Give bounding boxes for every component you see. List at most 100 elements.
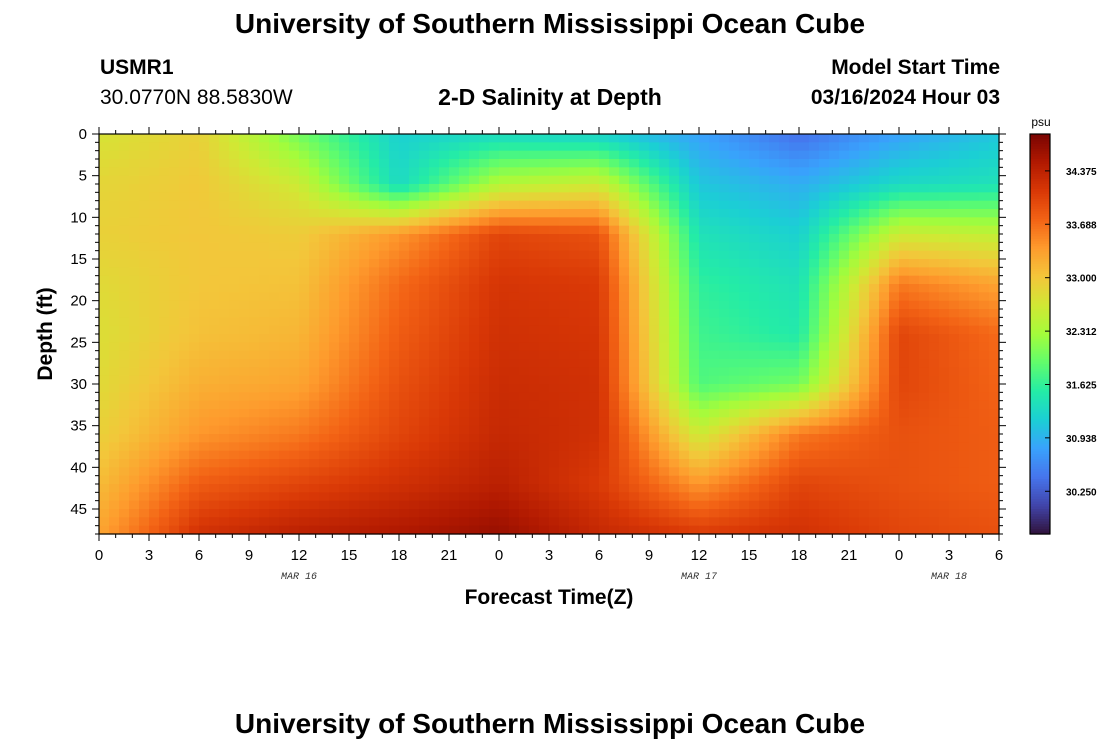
colorbar-segment	[1030, 506, 1050, 510]
heatmap-cell	[389, 200, 400, 210]
heatmap-cell	[699, 242, 710, 252]
heatmap-cell	[469, 267, 480, 277]
heatmap-cell	[489, 500, 500, 510]
heatmap-cell	[189, 425, 200, 435]
heatmap-cell	[439, 175, 450, 185]
heatmap-cell	[619, 225, 630, 235]
heatmap-cell	[649, 392, 660, 402]
heatmap-cell	[279, 509, 290, 518]
heatmap-cell	[579, 459, 590, 468]
heatmap-cell	[379, 409, 390, 418]
heatmap-cell	[269, 484, 280, 493]
heatmap-cell	[969, 259, 980, 268]
heatmap-cell	[479, 234, 490, 243]
heatmap-cell	[639, 517, 650, 527]
heatmap-cell	[459, 217, 470, 227]
heatmap-cell	[589, 442, 600, 452]
heatmap-cell	[229, 167, 240, 177]
heatmap-cell	[759, 217, 770, 227]
heatmap-cell	[869, 459, 880, 468]
heatmap-cell	[389, 309, 400, 318]
heatmap-cell	[209, 434, 220, 443]
heatmap-cell	[519, 509, 530, 518]
heatmap-cell	[749, 317, 760, 327]
x-tick-label: 6	[595, 547, 603, 564]
heatmap-cell	[589, 525, 600, 535]
heatmap-cell	[269, 284, 280, 293]
heatmap-cell	[319, 492, 330, 502]
colorbar-segment	[1030, 244, 1050, 248]
heatmap-cell	[449, 267, 460, 277]
colorbar-segment	[1030, 224, 1050, 228]
heatmap-cell	[749, 375, 760, 385]
heatmap-cell	[629, 192, 640, 202]
heatmap-cell	[909, 225, 920, 235]
heatmap-cell	[349, 225, 360, 235]
heatmap-cell	[839, 292, 850, 302]
heatmap-cell	[129, 359, 140, 368]
heatmap-cell	[949, 492, 960, 502]
heatmap-cell	[769, 259, 780, 268]
colorbar-segment	[1030, 159, 1050, 163]
heatmap-cell	[849, 292, 860, 302]
heatmap-cell	[869, 167, 880, 177]
heatmap-cell	[269, 367, 280, 377]
heatmap-cell	[879, 175, 890, 185]
heatmap-cell	[769, 292, 780, 302]
heatmap-cell	[689, 392, 700, 402]
heatmap-cell	[949, 209, 960, 218]
heatmap-cell	[369, 400, 380, 410]
heatmap-cell	[769, 300, 780, 310]
heatmap-cell	[759, 300, 770, 310]
heatmap-cell	[879, 317, 890, 327]
heatmap-cell	[799, 259, 810, 268]
colorbar-segment	[1030, 344, 1050, 348]
heatmap-cell	[549, 359, 560, 368]
heatmap-cell	[329, 509, 340, 518]
heatmap-cell	[259, 142, 270, 152]
heatmap-cell	[629, 442, 640, 452]
heatmap-cell	[569, 284, 580, 293]
heatmap-cell	[369, 150, 380, 160]
heatmap-cell	[659, 350, 670, 360]
heatmap-cell	[609, 400, 620, 410]
heatmap-cell	[249, 450, 260, 460]
heatmap-cell	[369, 425, 380, 435]
heatmap-cell	[389, 275, 400, 285]
heatmap-cell	[899, 259, 910, 268]
heatmap-cell	[149, 409, 160, 418]
heatmap-cell	[149, 450, 160, 460]
heatmap-cell	[929, 292, 940, 302]
heatmap-cell	[829, 325, 840, 335]
heatmap-cell	[899, 325, 910, 335]
heatmap-cell	[339, 417, 350, 427]
heatmap-cell	[819, 442, 830, 452]
heatmap-cell	[419, 500, 430, 510]
heatmap-cell	[199, 184, 210, 193]
colorbar-segment	[1030, 521, 1050, 525]
heatmap-cell	[579, 200, 590, 210]
colorbar-segment	[1030, 216, 1050, 220]
heatmap-cell	[229, 484, 240, 493]
heatmap-cell	[289, 275, 300, 285]
station-coordinates: 30.0770N 88.5830W	[100, 86, 293, 109]
heatmap-cell	[309, 425, 320, 435]
heatmap-cell	[179, 159, 190, 168]
heatmap-cell	[339, 459, 350, 468]
heatmap-cell	[859, 425, 870, 435]
heatmap-cell	[619, 250, 630, 260]
heatmap-cell	[719, 409, 730, 418]
heatmap-cell	[129, 467, 140, 477]
heatmap-cell	[689, 275, 700, 285]
heatmap-cell	[459, 359, 470, 368]
heatmap-cell	[969, 234, 980, 243]
heatmap-cell	[649, 484, 660, 493]
colorbar-segment	[1030, 491, 1050, 495]
heatmap-cell	[319, 434, 330, 443]
heatmap-cell	[129, 325, 140, 335]
heatmap-cell	[309, 367, 320, 377]
heatmap-cell	[799, 267, 810, 277]
heatmap-cell	[99, 450, 110, 460]
heatmap-cell	[369, 200, 380, 210]
heatmap-cell	[269, 392, 280, 402]
